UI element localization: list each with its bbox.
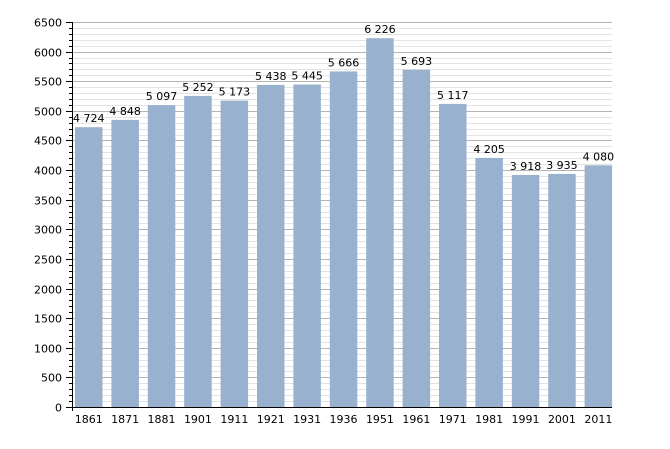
bar (147, 105, 176, 407)
bar (548, 173, 576, 407)
data-label: 5 117 (437, 89, 469, 102)
y-tick-label: 6500 (34, 17, 62, 30)
data-label: 5 438 (255, 70, 287, 83)
data-label: 3 918 (510, 160, 542, 173)
bar (511, 174, 540, 407)
bar (257, 84, 285, 407)
x-axis: 1861 1871 1881 1901 1911 1921 1931 1936 1951 1961… (66, 407, 612, 426)
y-tick-label: 0 (55, 402, 62, 415)
y-tick-label: 1000 (34, 343, 62, 356)
bar (220, 100, 249, 407)
bar (402, 69, 431, 408)
bar (475, 157, 503, 407)
data-label: 5 693 (401, 55, 433, 68)
data-label: 5 252 (182, 81, 214, 94)
x-tick-label: 1861 (75, 413, 103, 426)
y-tick-label: 1500 (34, 313, 62, 326)
x-tick-label: 1971 (439, 413, 467, 426)
x-tick-label: 1921 (257, 413, 285, 426)
y-tick-label: 3500 (34, 195, 62, 208)
data-labels: 4 724 4 848 5 097 5 252 5 173 5 438 5 445 5 666… (73, 23, 614, 173)
data-label: 4 848 (109, 105, 141, 118)
y-tick-label: 2500 (34, 254, 62, 267)
data-label: 3 935 (546, 159, 578, 172)
y-tick-label: 6000 (34, 47, 62, 60)
y-tick-label: 4500 (34, 135, 62, 148)
bar (584, 165, 613, 407)
bar (75, 127, 103, 407)
x-tick-label: 1911 (220, 413, 248, 426)
data-label: 4 080 (583, 150, 615, 163)
x-tick-label: 1961 (402, 413, 430, 426)
data-label: 5 445 (291, 69, 323, 82)
data-label: 6 226 (364, 23, 396, 36)
x-tick-label: 1901 (184, 413, 212, 426)
data-label: 5 666 (328, 56, 360, 69)
y-tick-label: 5500 (34, 76, 62, 89)
data-label: 4 205 (473, 143, 505, 156)
y-tick-label: 3000 (34, 224, 62, 237)
x-tick-label: 2001 (548, 413, 576, 426)
bar-series (75, 38, 613, 408)
y-tick-label: 4000 (34, 165, 62, 178)
y-tick-label: 5000 (34, 106, 62, 119)
bar (366, 38, 394, 408)
x-tick-label: 1991 (512, 413, 540, 426)
y-tick-label: 2000 (34, 284, 62, 297)
bar (439, 103, 467, 408)
x-tick-label: 1871 (111, 413, 139, 426)
x-tick-label: 2011 (584, 413, 612, 426)
x-tick-label: 1936 (330, 413, 358, 426)
bar (329, 71, 358, 407)
x-tick-label: 1881 (148, 413, 176, 426)
data-label: 4 724 (73, 112, 105, 125)
bar (111, 119, 139, 407)
x-tick-label: 1951 (366, 413, 394, 426)
data-label: 5 173 (219, 86, 251, 99)
bar (293, 84, 321, 407)
y-axis: 0 500 1000 1500 2000 2500 3000 3500 4000 4500 5000… (34, 17, 73, 415)
data-label: 5 097 (146, 90, 178, 103)
x-tick-label: 1931 (293, 413, 321, 426)
x-tick-label: 1981 (475, 413, 503, 426)
y-tick-label: 500 (41, 372, 62, 385)
bar (184, 95, 212, 408)
